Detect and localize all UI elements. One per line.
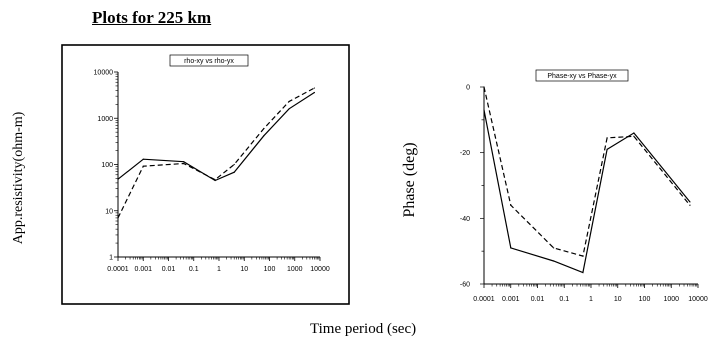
data-point	[233, 163, 235, 166]
chart-title-box	[535, 69, 629, 82]
data-point	[142, 165, 144, 167]
chart-title: Phase-xy vs Phase-yx	[547, 73, 617, 80]
x-tick-label: 10	[240, 266, 248, 273]
y-tick-label: -20	[460, 150, 470, 157]
data-point	[288, 100, 290, 103]
data-point	[313, 91, 315, 94]
y-tick-label: 1	[109, 255, 113, 262]
y-axis-title: App.resistivity(ohm-m)	[11, 111, 26, 244]
chart-title: rho-xy vs rho-yx	[184, 58, 234, 65]
data-point	[183, 162, 185, 165]
shared-x-axis-title: Time period (sec)	[310, 321, 417, 337]
data-point	[142, 158, 144, 160]
y-tick-label: 10	[105, 208, 113, 215]
x-tick-label: 0.001	[502, 296, 520, 303]
x-tick-label: 1	[589, 296, 593, 303]
data-point	[582, 271, 584, 274]
data-point	[553, 260, 555, 262]
x-tick-label: 1000	[663, 296, 679, 303]
series-dashed-line	[117, 87, 315, 219]
data-point	[582, 255, 584, 257]
y-tick-label: 10000	[94, 70, 114, 77]
x-tick-label: 10	[614, 296, 622, 303]
data-point	[633, 135, 635, 137]
x-tick-label: 100	[264, 266, 276, 273]
y-tick-label: -60	[460, 282, 470, 289]
chart-frame	[61, 44, 350, 305]
data-point	[288, 108, 290, 110]
series-solid-line	[117, 91, 315, 182]
data-point	[689, 204, 691, 206]
data-point	[117, 178, 119, 180]
data-point	[510, 247, 512, 249]
data-point	[689, 201, 691, 203]
chart-1: 0.0001 0.001 0.01 0.1 1 10 100 1000 10000 1 10 100 1…	[11, 44, 350, 305]
x-tick-label: 10000	[688, 296, 708, 303]
y-tick-label: 100	[101, 162, 113, 169]
x-tick-label: 0.001	[134, 266, 152, 273]
data-point	[214, 179, 216, 181]
data-point	[183, 161, 185, 163]
data-point	[263, 127, 265, 130]
page-title: Plots for 225 km	[92, 8, 212, 27]
data-point	[313, 87, 315, 89]
x-tick-label: 0.1	[189, 266, 199, 273]
x-tick-label: 0.0001	[107, 266, 129, 273]
data-point	[263, 135, 265, 137]
data-point	[117, 217, 119, 219]
x-tick-label: 1000	[287, 266, 303, 273]
y-tick-label: 0	[466, 85, 470, 92]
data-point	[606, 148, 608, 150]
series-dashed-line	[483, 86, 691, 257]
x-tick-label: 1	[217, 266, 221, 273]
chart-title-box	[169, 54, 249, 67]
y-tick-label: 1000	[97, 116, 113, 123]
data-point	[606, 137, 608, 139]
y-axis-title: Phase (deg)	[401, 142, 418, 217]
data-point	[483, 109, 485, 111]
data-point	[510, 204, 512, 206]
data-point	[483, 86, 485, 88]
data-point	[214, 179, 216, 182]
x-tick-label: 0.0001	[473, 296, 495, 303]
data-point	[553, 247, 555, 249]
data-point	[633, 132, 635, 134]
data-point	[233, 171, 235, 173]
y-tick-label: -40	[460, 216, 470, 223]
chart-2: 0.0001 0.001 0.01 0.1 1 10 100 1000 10000 0 -20 -40…	[401, 69, 708, 303]
x-tick-label: 0.01	[531, 296, 545, 303]
x-tick-label: 0.01	[162, 266, 176, 273]
x-tick-label: 10000	[310, 266, 330, 273]
series-solid-line	[483, 109, 691, 274]
x-tick-label: 100	[639, 296, 651, 303]
x-tick-label: 0.1	[559, 296, 569, 303]
